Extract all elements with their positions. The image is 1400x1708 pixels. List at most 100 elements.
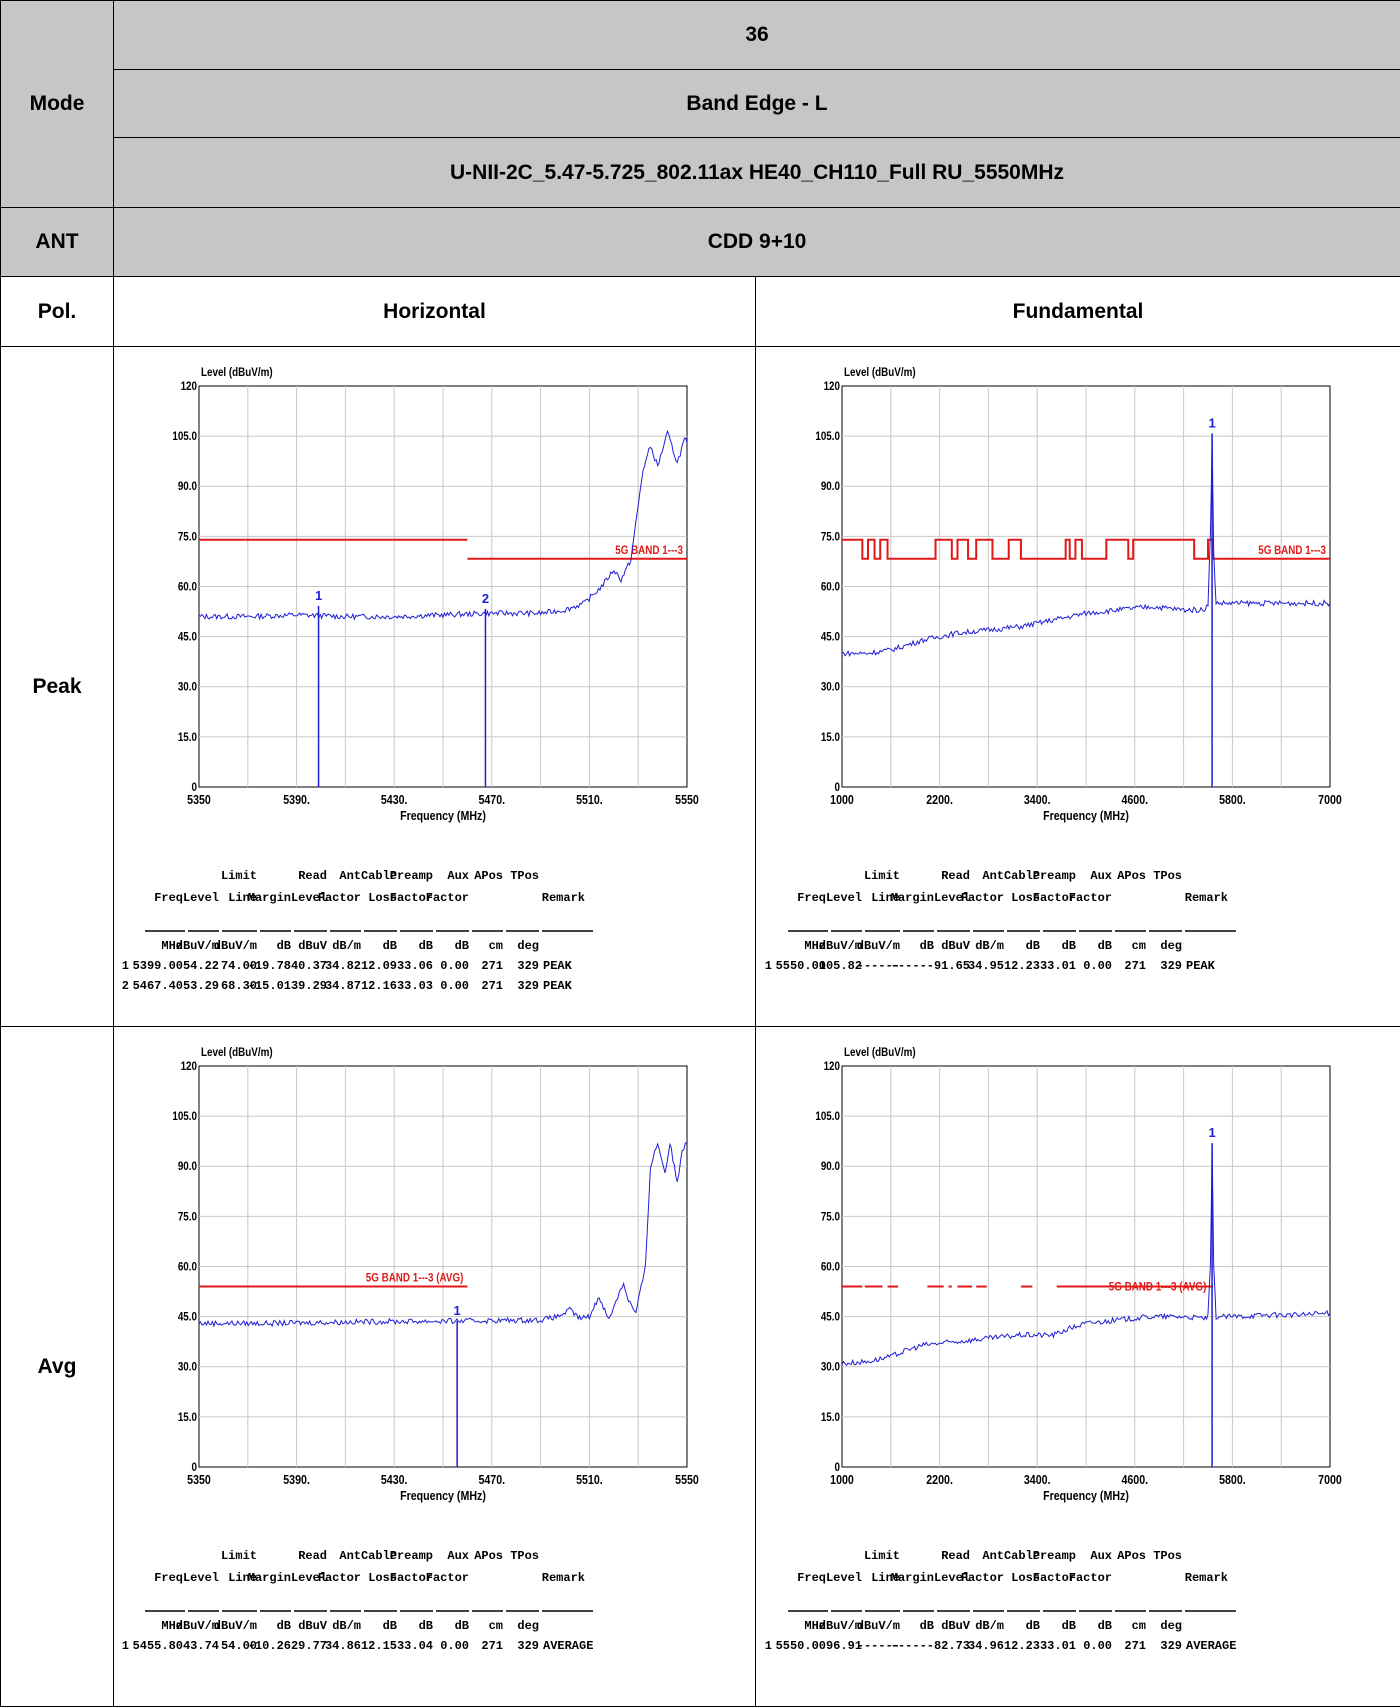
- table-unit: dB: [1062, 1619, 1076, 1633]
- table-head2: Level: [934, 891, 970, 905]
- table-cell: 34.87: [324, 979, 360, 993]
- table-head1: Cable: [1004, 1549, 1040, 1563]
- table-head1: APos: [1117, 869, 1146, 883]
- y-tick-label: 60.0: [821, 580, 840, 593]
- table-head2: Factor: [389, 1571, 432, 1585]
- y-tick-label: 0: [835, 1461, 840, 1474]
- table-cell: 39.29: [290, 979, 326, 993]
- y-axis-title: Level (dBuV/m): [844, 1046, 916, 1059]
- avg-horizontal-chart: 0 15.0 30.0 45.0 60.0 75.0 90.0 105.0 120 5350 539…: [114, 1029, 755, 1705]
- table-unit: dBuV: [941, 1619, 971, 1633]
- table-head1: Ant: [339, 869, 361, 883]
- config-value: U-NII-2C_5.47-5.725_802.11ax HE40_CH110_…: [112, 137, 1400, 208]
- table-cell: AVERAGE: [1186, 1639, 1236, 1653]
- x-tick-label: 5390.: [283, 791, 310, 806]
- table-head1: Aux: [447, 1549, 469, 1563]
- x-tick-label: 5510.: [576, 1471, 603, 1486]
- table-head2: Factor: [389, 891, 432, 905]
- table-unit: dB: [1026, 939, 1040, 953]
- table-unit: dB: [1026, 1619, 1040, 1633]
- x-axis-title: Frequency (MHz): [400, 1487, 486, 1502]
- table-cell: 271: [481, 959, 503, 973]
- x-tick-label: 5550: [675, 1471, 699, 1486]
- trace-series: [198, 1141, 687, 1328]
- table-cell: PEAK: [543, 979, 573, 993]
- col-horizontal: Horizontal: [113, 276, 756, 347]
- avg-fundamental-chart: 0 15.0 30.0 45.0 60.0 75.0 90.0 105.0 120 1000 220…: [756, 1029, 1400, 1705]
- table-head2: Factor: [961, 891, 1004, 905]
- trace-series: [842, 434, 1330, 657]
- table-head1: Read: [941, 1549, 970, 1563]
- x-tick-label: 2200.: [926, 1471, 953, 1486]
- x-tick-label: 5350: [187, 1471, 211, 1486]
- y-tick-label: 75.0: [177, 530, 196, 543]
- table-cell: 271: [1124, 959, 1146, 973]
- peak-fundamental-chart: 0 15.0 30.0 45.0 60.0 75.0 90.0 105.0 120 1000 220…: [756, 349, 1400, 1025]
- table-head1: Limit: [864, 1549, 900, 1563]
- table-unit: dBuV: [298, 939, 328, 953]
- limit-label: 5G BAND 1---3 (AVG): [1109, 1280, 1207, 1293]
- table-head2: Freq: [154, 891, 183, 905]
- table-unit: dBuV/m: [213, 939, 256, 953]
- table-cell: 34.86: [324, 1639, 360, 1653]
- x-tick-label: 5800.: [1219, 1471, 1246, 1486]
- table-head1: Read: [298, 869, 327, 883]
- test-number: 36: [112, 0, 1400, 70]
- peak-fundamental-cell: 0 15.0 30.0 45.0 60.0 75.0 90.0 105.0 120 1000 220…: [754, 346, 1400, 1027]
- y-tick-label: 105.0: [815, 1110, 840, 1123]
- table-unit: dB: [276, 1619, 290, 1633]
- table-unit: dB/m: [332, 939, 361, 953]
- y-tick-label: 15.0: [821, 731, 840, 744]
- trace-series: [842, 1143, 1330, 1366]
- y-tick-label: 60.0: [821, 1260, 840, 1273]
- table-head2: Factor: [961, 1571, 1004, 1585]
- table-unit: dBuV/m: [819, 939, 862, 953]
- y-tick-label: 75.0: [821, 1210, 840, 1223]
- table-unit: dB/m: [975, 939, 1004, 953]
- table-cell: 91.65: [934, 959, 970, 973]
- table-head1: Ant: [982, 1549, 1004, 1563]
- x-axis-title: Frequency (MHz): [1043, 807, 1129, 822]
- marker-label: 1: [314, 587, 321, 602]
- y-tick-label: 90.0: [177, 480, 196, 493]
- table-head2: Factor: [425, 891, 468, 905]
- y-tick-label: 45.0: [177, 1310, 196, 1323]
- table-cell: ------: [857, 1639, 900, 1653]
- table-cell: 74.00: [220, 959, 256, 973]
- table-cell: 68.30: [220, 979, 256, 993]
- x-axis-title: Frequency (MHz): [400, 807, 486, 822]
- chart-svg: 0 15.0 30.0 45.0 60.0 75.0 90.0 105.0 120 1000 220…: [765, 366, 1342, 973]
- table-cell: 5455.80: [132, 1639, 182, 1653]
- y-tick-label: 120: [180, 1060, 196, 1073]
- table-unit: MHz: [161, 1619, 183, 1633]
- y-tick-label: 90.0: [821, 480, 840, 493]
- table-head1: Limit: [864, 869, 900, 883]
- table-cell: -19.78: [247, 959, 290, 973]
- table-head2: Line: [228, 891, 257, 905]
- table-cell: 329: [517, 979, 539, 993]
- table-unit: dBuV/m: [213, 1619, 256, 1633]
- marker-label: 1: [453, 1302, 460, 1317]
- table-head2: Loss: [1011, 1571, 1040, 1585]
- table-cell: 54.00: [220, 1639, 256, 1653]
- trace-series: [198, 429, 687, 621]
- table-head1: Cable: [360, 1549, 396, 1563]
- table-cell: 329: [1160, 959, 1182, 973]
- ant-label: ANT: [0, 207, 114, 277]
- table-cell: 33.01: [1040, 1639, 1076, 1653]
- table-head1: APos: [1117, 1549, 1146, 1563]
- table-head2: Level: [934, 1571, 970, 1585]
- table-unit: dBuV/m: [857, 939, 900, 953]
- table-unit: cm: [1132, 1619, 1146, 1633]
- table-head2: Margin: [247, 891, 290, 905]
- table-unit: dB: [454, 939, 468, 953]
- table-head1: Cable: [360, 869, 396, 883]
- table-head1: Preamp: [1033, 869, 1076, 883]
- y-axis-title: Level (dBuV/m): [844, 366, 916, 379]
- y-tick-label: 0: [835, 781, 840, 794]
- y-tick-label: 15.0: [177, 731, 196, 744]
- table-head1: APos: [474, 869, 503, 883]
- table-unit: dBuV/m: [175, 1619, 218, 1633]
- x-tick-label: 5430.: [380, 791, 407, 806]
- table-cell: 34.95: [968, 959, 1004, 973]
